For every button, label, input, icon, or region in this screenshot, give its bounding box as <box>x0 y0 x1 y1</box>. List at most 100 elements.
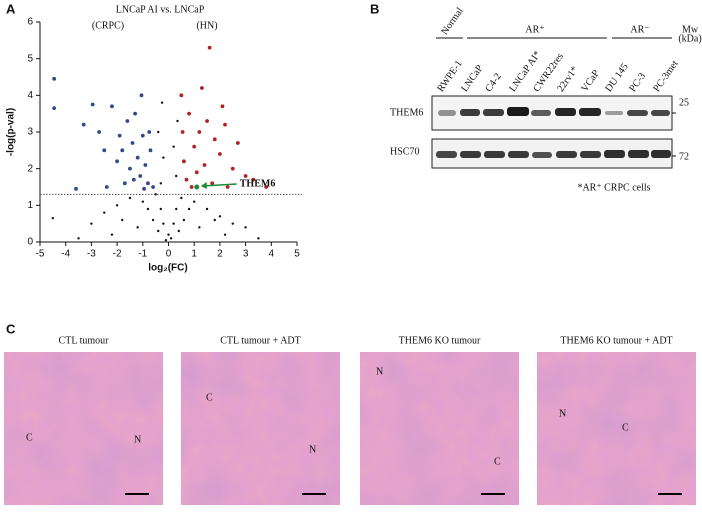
panel-label: B <box>370 1 379 16</box>
point <box>182 159 186 164</box>
point <box>81 122 86 127</box>
image-title: THEM6 KO tumour + ADT <box>560 335 672 346</box>
chart-subtitle: (CRPC) <box>92 20 124 31</box>
point <box>120 148 125 153</box>
point <box>218 152 222 156</box>
point <box>182 218 186 222</box>
point <box>143 163 148 167</box>
point <box>202 163 207 167</box>
point <box>218 215 222 218</box>
texture <box>4 352 163 505</box>
point <box>235 141 240 145</box>
point <box>172 145 175 148</box>
point <box>52 106 57 111</box>
point <box>207 45 212 50</box>
point <box>51 216 55 220</box>
region-label: C <box>26 432 33 443</box>
region-label: C <box>206 392 213 403</box>
chart-title: LNCaP AI vs. LNCaP <box>116 4 205 15</box>
y-tick-label: 1 <box>27 200 33 211</box>
point <box>184 177 189 182</box>
point <box>136 226 139 229</box>
point <box>148 148 153 153</box>
image-title: CTL tumour <box>59 335 110 346</box>
point <box>205 119 209 123</box>
lane-label: LNCaP <box>459 63 485 94</box>
point <box>122 181 127 186</box>
region-label: N <box>134 434 141 445</box>
point <box>251 177 256 182</box>
mw-marker: 25 <box>679 97 689 108</box>
point <box>160 101 164 104</box>
point <box>121 218 124 222</box>
texture <box>360 352 519 505</box>
point <box>52 76 57 81</box>
point <box>115 204 119 207</box>
point <box>187 207 191 211</box>
image-title: CTL tumour + ADT <box>220 335 301 346</box>
point <box>102 148 107 153</box>
region-label: N <box>309 444 316 455</box>
point <box>157 130 160 134</box>
point <box>180 196 183 200</box>
region-label: N <box>559 408 566 419</box>
y-axis-label: -log(p-val) <box>6 108 17 156</box>
panel-label: A <box>6 1 16 16</box>
point <box>139 93 144 98</box>
y-tick-label: 5 <box>27 53 33 64</box>
footnote: *AR⁺ CRPC cells <box>577 182 650 193</box>
lane-label: PC-3 <box>627 71 648 94</box>
point <box>176 119 179 123</box>
point <box>131 177 136 182</box>
point <box>90 102 95 107</box>
point <box>135 155 140 160</box>
point <box>115 159 119 164</box>
point <box>103 211 106 214</box>
mw-label: Mw <box>682 24 699 35</box>
point <box>162 156 165 159</box>
point <box>151 185 155 189</box>
point <box>175 207 178 211</box>
lane-label: PC-3met <box>651 58 681 94</box>
x-tick-label: -1 <box>138 249 147 260</box>
lane-label: 22rv1* <box>555 65 580 95</box>
panel-label: C <box>6 321 16 336</box>
point <box>77 237 80 240</box>
point <box>151 218 155 222</box>
point <box>133 111 137 116</box>
row-label: HSC70 <box>390 146 419 157</box>
texture <box>537 352 696 505</box>
row-label: THEM6 <box>390 107 423 118</box>
point <box>138 174 143 178</box>
point <box>130 141 135 145</box>
y-tick-label: 4 <box>27 90 33 101</box>
arrow <box>202 183 237 187</box>
point <box>147 130 152 134</box>
point <box>146 207 150 211</box>
point <box>169 237 173 240</box>
point <box>162 222 165 225</box>
point <box>230 166 235 171</box>
x-tick-label: 2 <box>217 249 223 260</box>
x-tick-label: 1 <box>191 249 197 260</box>
point <box>125 119 130 123</box>
point <box>167 233 170 236</box>
mw-label: (kDa) <box>678 33 701 44</box>
point <box>194 170 199 175</box>
x-tick-label: -4 <box>61 249 70 260</box>
point <box>159 207 162 211</box>
point <box>157 229 160 233</box>
lane-label: C4-2 <box>483 71 503 94</box>
x-tick-label: 4 <box>269 249 275 260</box>
point <box>198 226 201 229</box>
point <box>142 186 146 191</box>
arrow-head <box>200 182 207 189</box>
point <box>200 86 204 90</box>
group-label: Normal <box>439 6 466 38</box>
point <box>220 104 225 109</box>
point <box>213 218 216 222</box>
point <box>193 200 196 203</box>
point <box>146 181 150 186</box>
chart-subtitle: (HN) <box>196 20 217 31</box>
